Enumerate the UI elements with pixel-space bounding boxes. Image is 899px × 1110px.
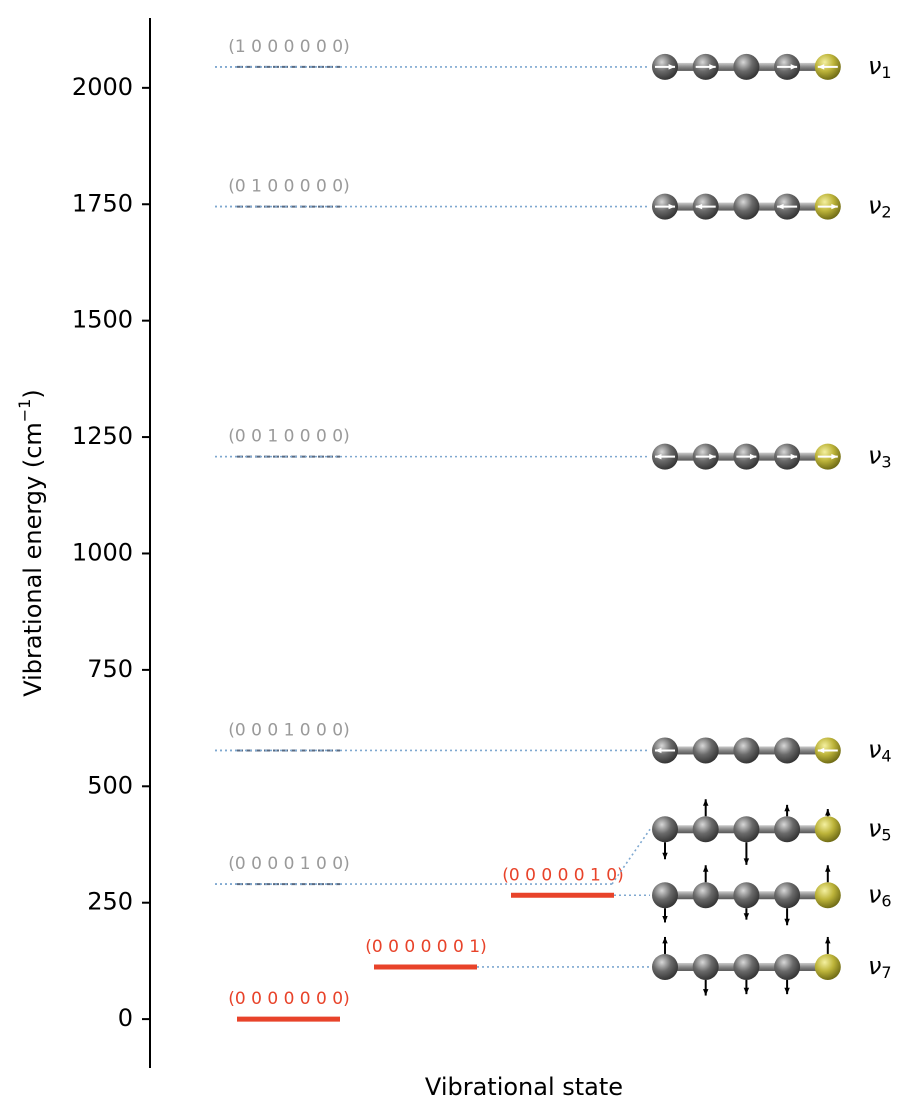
atom	[733, 737, 759, 763]
level-label: (1 0 0 0 0 0 0)	[228, 37, 349, 57]
mode-index: 7	[881, 962, 891, 981]
atom	[774, 816, 800, 842]
molecule	[652, 799, 841, 865]
atom	[815, 954, 841, 980]
arrow-head	[784, 919, 789, 925]
y-tick-label: 500	[87, 771, 133, 799]
level-label: (0 1 0 0 0 0 0)	[228, 177, 349, 197]
mode-symbol: ν	[868, 442, 881, 470]
mode-symbol: ν	[868, 814, 881, 842]
arrow-head	[825, 809, 830, 815]
arrow-head	[825, 865, 830, 871]
atom	[774, 882, 800, 908]
y-tick-label: 0	[118, 1004, 133, 1032]
atom	[652, 954, 678, 980]
mode-index: 6	[881, 891, 891, 910]
mode-index: 3	[881, 452, 891, 471]
molecule	[652, 865, 841, 925]
y-label-end: )	[19, 389, 47, 398]
atom	[733, 194, 759, 220]
x-axis-label: Vibrational state	[425, 1073, 623, 1101]
mode-label: ν3	[868, 442, 892, 472]
atom	[652, 816, 678, 842]
arrow-head	[744, 988, 749, 994]
chart: Vibrational energy (cm−1) Vibrational st…	[0, 0, 899, 1106]
atom	[652, 882, 678, 908]
arrow-head	[662, 916, 667, 922]
mode-label: ν5	[868, 814, 892, 844]
arrow-head	[703, 799, 708, 805]
mode-symbol: ν	[868, 735, 881, 763]
mode-symbol: ν	[868, 880, 881, 908]
atom	[815, 816, 841, 842]
level-label: (0 0 1 0 0 0 0)	[228, 427, 349, 447]
arrow-head	[825, 937, 830, 943]
level-label: (0 0 0 0 0 0 1)	[365, 937, 486, 957]
y-tick-label: 1250	[72, 422, 133, 450]
atom	[693, 882, 719, 908]
arrow-head	[744, 913, 749, 919]
mode-symbol: ν	[868, 192, 881, 220]
mode-label: ν7	[868, 952, 892, 982]
mode-label: ν2	[868, 192, 892, 222]
y-label-text: Vibrational energy (cm	[19, 422, 47, 697]
atom	[815, 882, 841, 908]
arrow-head	[703, 865, 708, 871]
atom	[774, 737, 800, 763]
atom	[693, 737, 719, 763]
level-label: (0 0 0 0 1 0 0)	[228, 854, 349, 874]
mode-symbol: ν	[868, 52, 881, 80]
mode-label: ν4	[868, 735, 892, 765]
mode-index: 5	[881, 825, 891, 844]
y-tick-label: 1750	[72, 189, 133, 217]
atom	[733, 882, 759, 908]
mode-index: 4	[881, 746, 891, 765]
level-label: (0 0 0 0 0 1 0)	[502, 865, 623, 885]
molecule	[652, 54, 841, 80]
atom	[733, 54, 759, 80]
level-label: (0 0 0 0 0 0 0)	[228, 989, 349, 1009]
y-tick-label: 2000	[72, 73, 133, 101]
mode-index: 2	[881, 202, 891, 221]
molecule	[652, 194, 841, 220]
arrow-head	[784, 805, 789, 811]
y-label-sup: −1	[15, 399, 34, 423]
arrow-head	[703, 989, 708, 995]
arrow-head	[662, 937, 667, 943]
y-tick-label: 1500	[72, 306, 133, 334]
mode-label: ν6	[868, 880, 892, 910]
atom	[693, 954, 719, 980]
atom	[693, 816, 719, 842]
y-tick-label: 1000	[72, 538, 133, 566]
y-axis-label: Vibrational energy (cm−1)	[15, 389, 48, 697]
arrow-head	[744, 858, 749, 864]
atom	[733, 954, 759, 980]
y-tick-label: 250	[87, 888, 133, 916]
molecule	[652, 737, 841, 763]
mode-symbol: ν	[868, 952, 881, 980]
atom	[733, 816, 759, 842]
mode-label: ν1	[868, 52, 892, 82]
mode-index: 1	[881, 62, 891, 81]
connector	[612, 829, 650, 884]
atom	[774, 954, 800, 980]
molecule	[652, 444, 841, 470]
y-tick-label: 750	[87, 655, 133, 683]
level-label: (0 0 0 1 0 0 0)	[228, 720, 349, 740]
molecule	[652, 937, 841, 996]
arrow-head	[784, 988, 789, 994]
arrow-head	[662, 853, 667, 859]
